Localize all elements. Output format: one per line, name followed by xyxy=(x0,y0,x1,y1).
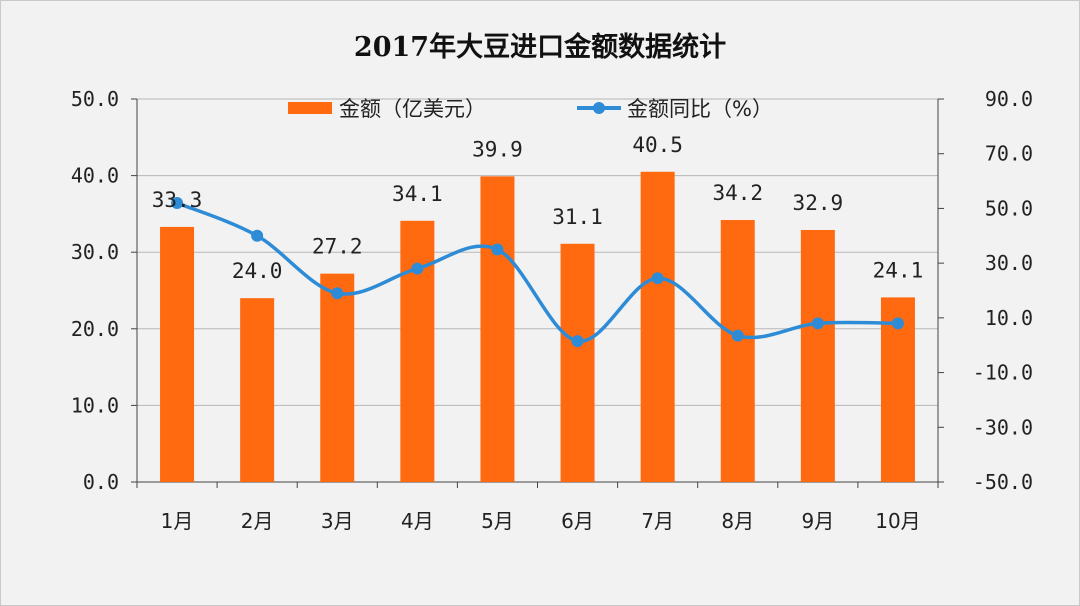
y-left-tick-label: 10.0 xyxy=(71,393,119,417)
x-category-label: 1月 xyxy=(161,509,194,533)
bar xyxy=(480,176,515,482)
y-left-tick-label: 0.0 xyxy=(83,470,119,494)
bar-value-label: 31.1 xyxy=(552,205,603,229)
bar-series xyxy=(160,171,915,482)
bar xyxy=(240,298,275,482)
x-category-label: 2月 xyxy=(241,509,274,533)
data-labels: 33.3 24.0 27.2 34.1 39.9 31.1 40.5 34.2 32.9 24.1 xyxy=(152,133,923,283)
bar-value-label: 34.1 xyxy=(392,182,443,206)
y-right-tick-label: 90.0 xyxy=(985,87,1033,111)
bar-value-label: 34.2 xyxy=(712,181,763,205)
bar xyxy=(640,171,675,482)
bar-value-label: 39.9 xyxy=(472,137,523,161)
bar xyxy=(560,243,595,482)
y-left-tick-label: 20.0 xyxy=(71,317,119,341)
bar-value-label: 24.1 xyxy=(873,258,924,282)
bar-value-label: 32.9 xyxy=(793,191,844,215)
y-right-tick-label: 10.0 xyxy=(985,306,1033,330)
x-category-label: 7月 xyxy=(641,509,674,533)
yoy-point xyxy=(811,317,824,330)
bar xyxy=(160,226,195,482)
yoy-point xyxy=(251,229,264,242)
x-category-label: 4月 xyxy=(401,509,434,533)
legend-line-label: 金额同比（%） xyxy=(627,97,773,121)
bar xyxy=(720,220,755,482)
y-right-tick-label: -30.0 xyxy=(973,415,1033,439)
y-left-tick-label: 40.0 xyxy=(71,164,119,188)
bar xyxy=(320,273,355,482)
y-right-tick-label: -10.0 xyxy=(973,361,1033,385)
bar xyxy=(400,220,435,482)
legend: 金额（亿美元） 金额同比（%） xyxy=(288,97,773,121)
x-category-label: 6月 xyxy=(561,509,594,533)
yoy-point xyxy=(651,272,664,285)
y-right-tick-label: -50.0 xyxy=(973,470,1033,494)
yoy-point xyxy=(891,317,904,330)
yoy-point xyxy=(171,196,184,209)
legend-bar-label: 金额（亿美元） xyxy=(339,97,486,121)
yoy-point xyxy=(331,287,344,300)
bar xyxy=(800,229,835,482)
y-right-tick-label: 50.0 xyxy=(985,196,1033,220)
bar-value-label: 27.2 xyxy=(312,235,363,259)
chart-title: 2017年大豆进口金额数据统计 xyxy=(354,31,726,63)
y-right-tick-label: 30.0 xyxy=(985,251,1033,275)
yoy-point xyxy=(571,335,584,348)
y-left-tick-label: 50.0 xyxy=(71,87,119,111)
bar-value-label: 24.0 xyxy=(232,259,283,283)
legend-bar-swatch xyxy=(288,102,332,114)
y-left-tick-label: 30.0 xyxy=(71,240,119,264)
y-right-tick-label: 70.0 xyxy=(985,142,1033,166)
yoy-point xyxy=(411,262,424,275)
line-series xyxy=(171,196,904,348)
axes: 0.0 10.0 20.0 30.0 40.0 50.0 -50.0 -30.0 -10.0 10… xyxy=(71,87,1033,533)
yoy-point xyxy=(491,243,504,256)
legend-line-marker xyxy=(593,102,605,114)
yoy-point xyxy=(731,329,744,342)
x-category-label: 9月 xyxy=(801,509,834,533)
bar-value-label: 40.5 xyxy=(632,133,683,157)
x-category-label: 10月 xyxy=(875,509,920,533)
yoy-line xyxy=(176,201,898,343)
x-category-label: 3月 xyxy=(321,509,354,533)
x-category-label: 8月 xyxy=(721,509,754,533)
bar-value-label: 33.3 xyxy=(152,188,203,212)
x-category-label: 5月 xyxy=(481,509,514,533)
